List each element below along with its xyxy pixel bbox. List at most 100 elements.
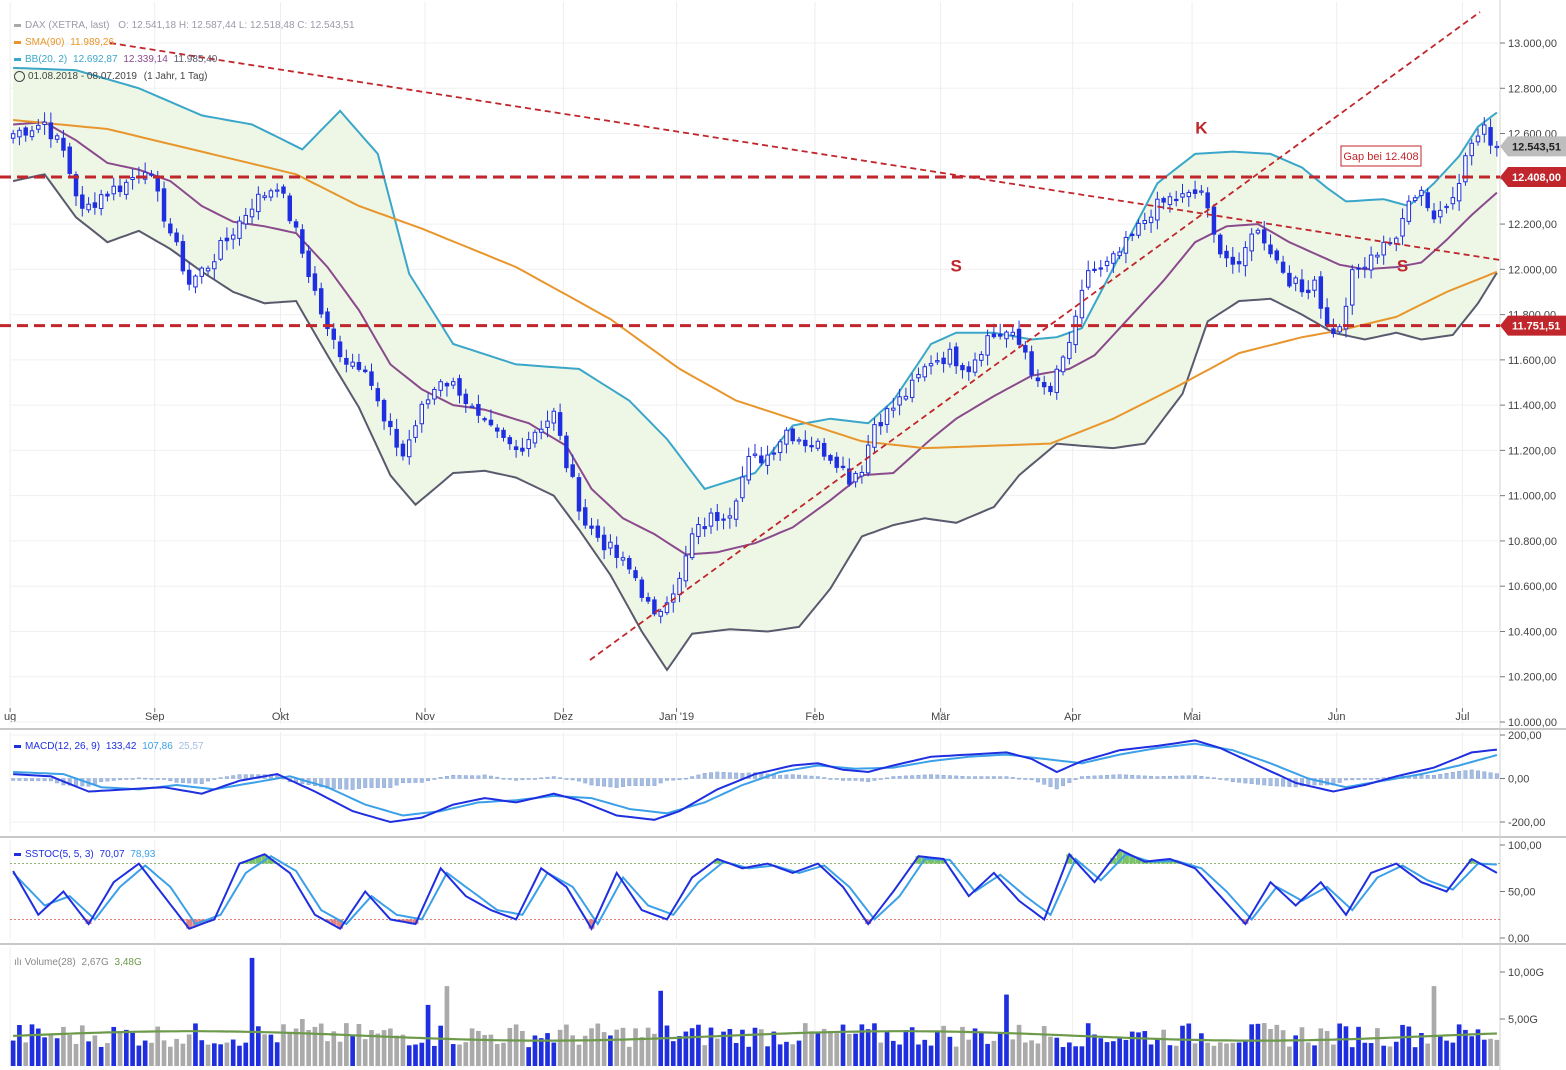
macd-histogram-bar	[143, 777, 148, 780]
macd-histogram-bar	[243, 774, 248, 779]
sstoc-overbought-fill	[1129, 855, 1136, 864]
volume-bar	[1104, 1042, 1110, 1066]
volume-bar	[1488, 1038, 1493, 1066]
volume-bar	[432, 1045, 437, 1066]
volume-bar	[1431, 986, 1437, 1066]
candle-body	[356, 361, 362, 370]
macd-histogram-bar	[878, 778, 883, 780]
volume-bar	[79, 1025, 85, 1066]
macd-histogram-bar	[124, 778, 129, 780]
candle-body	[928, 363, 934, 367]
candle-body	[784, 429, 789, 445]
macd-histogram-bar	[1123, 774, 1128, 779]
candle-body	[746, 455, 751, 481]
volume-bar	[1412, 1047, 1418, 1066]
candle-body	[1450, 197, 1456, 205]
volume-bar	[1349, 1047, 1355, 1066]
macd-histogram-bar	[1010, 777, 1015, 779]
sstoc-swatch-icon	[14, 852, 21, 856]
macd-histogram-bar	[872, 778, 877, 781]
candle-body	[61, 137, 66, 151]
legend-macd: MACD(12, 26, 9) 133,42 107,86 25,57	[14, 741, 204, 752]
macd-histogram-bar	[369, 778, 374, 788]
candle-body	[1117, 251, 1122, 257]
candle-body	[92, 202, 98, 208]
macd-histogram-bar	[1281, 778, 1286, 787]
candle-body	[947, 348, 953, 365]
candle-body	[1438, 209, 1443, 218]
candle-body	[847, 468, 852, 485]
macd-histogram-bar	[1362, 778, 1367, 780]
volume-bar	[922, 1039, 928, 1066]
candle-body	[457, 378, 462, 396]
volume-bar	[1123, 1039, 1129, 1066]
macd-histogram-bar	[1174, 775, 1179, 779]
candle-body	[1419, 189, 1424, 197]
volume-bar	[1148, 1044, 1154, 1066]
sstoc-overbought-fill	[1110, 857, 1117, 864]
candle-body	[733, 500, 739, 520]
price-tick-label-8: 11.400,00	[1508, 400, 1556, 412]
volume-bar	[243, 1042, 249, 1066]
candle-body	[394, 428, 399, 448]
macd-histogram-bar	[979, 776, 984, 779]
candle-body	[1280, 261, 1286, 273]
macd-histogram-bar	[866, 778, 871, 783]
pattern-annotation-1: K	[1195, 119, 1208, 138]
volume-bar	[985, 1043, 990, 1066]
price-tick-label-7: 11.600,00	[1508, 355, 1556, 367]
macd-histogram-bar	[344, 778, 349, 790]
volume-bar	[840, 1024, 846, 1066]
macd-histogram-bar	[608, 778, 613, 788]
macd-histogram-bar	[438, 777, 443, 779]
sstoc-overbought-fill	[242, 861, 249, 864]
volume-bar	[1060, 1047, 1066, 1066]
bollinger-band-fill	[13, 67, 1497, 670]
volume-bar	[639, 1037, 645, 1066]
pattern-annotation-0: S	[951, 257, 962, 276]
candle-body	[1054, 368, 1060, 393]
macd-line	[13, 739, 1498, 824]
macd-histogram-bar	[237, 774, 242, 779]
macd-histogram-bar	[1193, 775, 1198, 779]
volume-bar	[972, 1028, 978, 1066]
volume-bar	[620, 1027, 626, 1066]
macd-histogram-bar	[1381, 777, 1386, 779]
volume-bar	[960, 1026, 965, 1066]
macd-histogram-bar	[1035, 778, 1040, 783]
volume-tick-label-1: 5,00G	[1508, 1014, 1538, 1026]
candle-body	[985, 335, 990, 356]
volume-bar	[1494, 1039, 1500, 1066]
candle-body	[344, 357, 349, 365]
macd-histogram-bar	[1224, 778, 1229, 781]
volume-bar	[1375, 1028, 1380, 1066]
volume-bar	[337, 1041, 343, 1066]
candle-body	[1331, 328, 1336, 335]
macd-tick-label-2: -200,00	[1508, 817, 1545, 829]
macd-histogram-bar	[665, 778, 669, 781]
macd-histogram-bar	[815, 776, 820, 779]
candle-body	[1425, 192, 1430, 209]
volume-bar	[1155, 1038, 1160, 1066]
volume-bar	[136, 1045, 142, 1066]
macd-histogram-bar	[614, 778, 619, 788]
candle-body	[36, 124, 41, 130]
month-label-0: ug	[4, 711, 16, 723]
candle-body	[589, 525, 594, 529]
macd-histogram-bar	[1419, 774, 1424, 779]
volume-bar	[507, 1027, 513, 1066]
macd-histogram-bar	[136, 777, 141, 780]
macd-histogram-bar	[570, 778, 575, 781]
candle-body	[853, 472, 858, 483]
volume-bar	[61, 1026, 66, 1066]
candle-body	[168, 223, 173, 234]
candle-body	[821, 442, 827, 457]
price-tick-label-5: 12.000,00	[1508, 264, 1557, 276]
volume-bar	[494, 1043, 500, 1066]
volume-bar	[714, 1038, 720, 1066]
macd-histogram-bar	[451, 774, 456, 779]
candle-body	[507, 437, 513, 445]
macd-histogram-bar	[1167, 775, 1172, 779]
volume-bars-icon: ılı	[14, 957, 22, 968]
candle-body	[212, 261, 217, 270]
